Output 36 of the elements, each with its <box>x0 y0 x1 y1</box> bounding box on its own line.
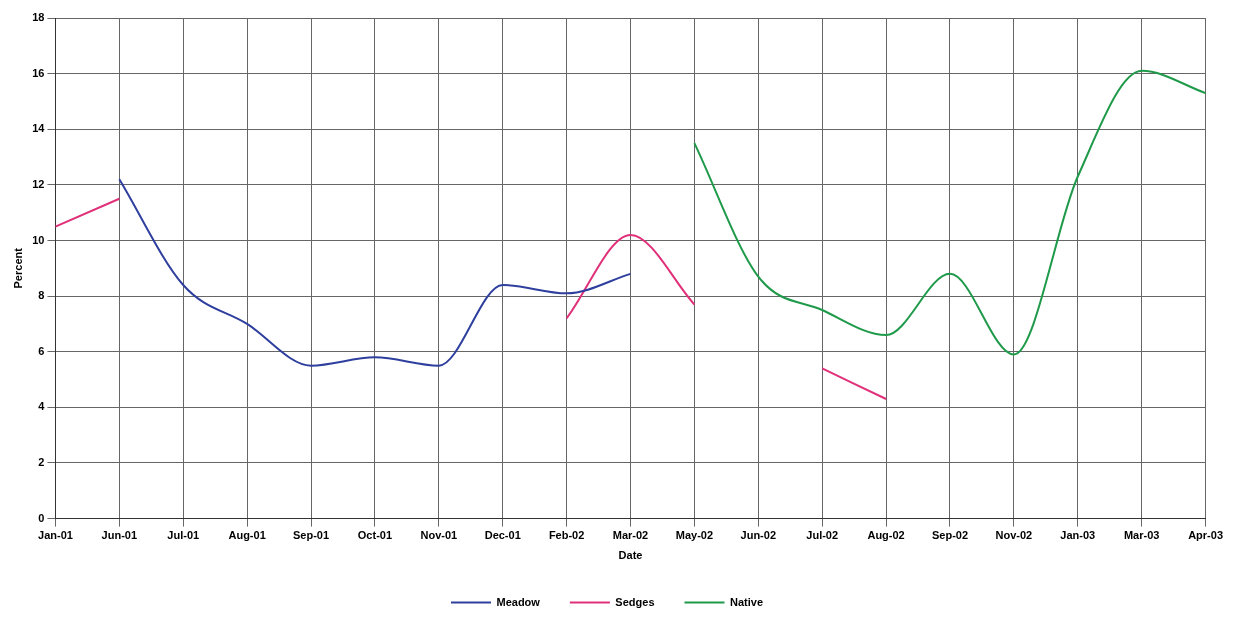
y-tick-label: 14 <box>32 122 46 135</box>
x-tick-label: Jul-02 <box>806 529 839 542</box>
y-tick-label: 6 <box>38 344 45 357</box>
x-tick-label: Aug-02 <box>867 529 905 542</box>
y-tick-label: 2 <box>38 456 45 469</box>
legend-label: Sedges <box>615 595 655 608</box>
y-tick-label: 8 <box>38 289 45 302</box>
x-tick-label: Mar-02 <box>612 529 649 542</box>
y-tick-label: 18 <box>32 11 45 24</box>
line-series <box>693 69 1207 356</box>
x-tick-label: Jun-02 <box>740 529 777 542</box>
x-tick-label: Feb-02 <box>548 529 585 542</box>
x-tick-label: Sep-02 <box>931 529 969 542</box>
x-tick-label: May-02 <box>675 529 714 542</box>
x-tick-label: Apr-03 <box>1188 529 1223 542</box>
x-tick-label: Jan-03 <box>1060 529 1096 542</box>
x-tick-label: Jan-01 <box>38 529 73 542</box>
x-tick-label: Nov-01 <box>420 529 458 542</box>
legend-label: Meadow <box>496 595 541 608</box>
x-tick-label: Jun-01 <box>101 529 138 542</box>
legend-label: Native <box>730 595 764 608</box>
x-tick-label: Oct-01 <box>357 529 393 542</box>
x-tick-label: Jul-01 <box>167 529 200 542</box>
x-tick-label: Dec-01 <box>484 529 521 542</box>
line-series <box>118 178 632 367</box>
x-tick-label: Aug-01 <box>228 529 266 542</box>
y-tick-label: 0 <box>38 511 45 524</box>
y-tick-label: 16 <box>32 66 45 79</box>
y-tick-label: 10 <box>32 233 45 246</box>
x-tick-label: Nov-02 <box>995 529 1033 542</box>
x-tick-label: Sep-01 <box>292 529 330 542</box>
y-axis-title: Percent <box>11 247 24 289</box>
y-tick-label: 4 <box>38 400 46 413</box>
x-axis-title: Date <box>618 549 643 562</box>
x-tick-label: Mar-03 <box>1123 529 1160 542</box>
y-tick-label: 12 <box>32 177 45 190</box>
